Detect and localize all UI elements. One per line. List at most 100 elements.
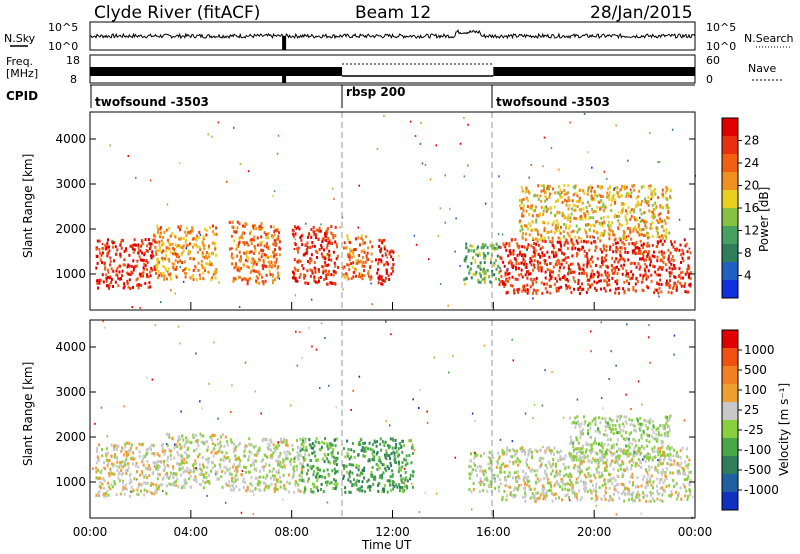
data-cell — [516, 244, 519, 248]
data-cell — [153, 234, 156, 238]
data-cell — [382, 279, 385, 283]
data-cell — [484, 269, 487, 273]
data-cell — [361, 277, 364, 281]
data-cell — [110, 462, 113, 466]
data-cell — [268, 269, 271, 273]
data-cell — [376, 148, 379, 150]
data-cell — [537, 269, 540, 273]
data-cell — [312, 225, 315, 229]
data-cell — [335, 483, 338, 487]
data-cell — [638, 233, 641, 237]
data-cell — [661, 461, 664, 465]
data-cell — [642, 234, 645, 237]
data-cell — [607, 187, 609, 191]
data-cell — [317, 476, 320, 480]
data-cell — [520, 254, 523, 258]
data-cell — [533, 277, 536, 281]
data-cell — [656, 449, 659, 453]
data-cell — [363, 264, 366, 268]
data-cell — [299, 453, 301, 457]
data-cell — [620, 246, 623, 250]
data-cell — [356, 487, 359, 491]
data-cell — [601, 221, 604, 225]
data-cell — [550, 241, 553, 244]
data-cell — [531, 255, 534, 259]
data-cell — [681, 248, 684, 252]
data-cell — [525, 209, 528, 213]
data-cell — [617, 219, 620, 223]
data-cell — [582, 432, 585, 436]
data-cell — [534, 237, 537, 241]
data-cell — [653, 215, 656, 219]
data-cell — [676, 453, 679, 457]
data-cell — [573, 270, 576, 274]
data-cell — [675, 454, 677, 458]
data-cell — [537, 480, 540, 483]
data-cell — [258, 446, 261, 450]
data-cell — [256, 261, 259, 264]
data-cell — [594, 420, 597, 424]
data-cell — [623, 415, 626, 419]
data-cell — [219, 444, 222, 448]
data-cell — [558, 471, 561, 475]
data-cell — [346, 454, 349, 458]
data-cell — [628, 418, 631, 422]
data-cell — [248, 442, 251, 446]
data-cell — [580, 209, 583, 213]
data-cell — [183, 461, 186, 465]
data-cell — [166, 203, 169, 206]
data-cell — [255, 262, 258, 266]
data-cell — [381, 489, 384, 493]
data-cell — [133, 243, 136, 247]
data-cell — [614, 457, 617, 461]
data-cell — [294, 279, 297, 283]
data-cell — [376, 450, 379, 454]
data-cell — [230, 472, 233, 476]
data-cell — [606, 438, 609, 442]
data-cell — [174, 259, 177, 263]
data-cell — [625, 451, 628, 455]
data-cell — [224, 435, 227, 439]
data-cell — [527, 272, 530, 276]
data-cell — [392, 263, 395, 267]
data-cell — [562, 235, 565, 238]
data-cell — [608, 191, 611, 195]
data-cell — [214, 451, 217, 455]
data-cell — [345, 272, 348, 276]
data-cell — [663, 479, 666, 482]
data-cell — [641, 422, 644, 426]
data-cell — [255, 275, 258, 278]
data-cell — [233, 266, 236, 270]
data-cell — [534, 253, 537, 256]
data-cell — [656, 437, 659, 440]
data-cell — [408, 454, 411, 457]
data-cell — [657, 221, 660, 225]
data-cell — [181, 246, 184, 249]
data-cell — [567, 270, 570, 273]
data-cell — [303, 479, 306, 483]
data-cell — [200, 259, 203, 263]
data-cell — [474, 468, 477, 472]
data-cell — [649, 263, 651, 267]
data-cell — [552, 250, 554, 254]
data-cell — [501, 280, 504, 283]
data-cell — [616, 474, 619, 478]
data-cell — [501, 498, 504, 502]
data-cell — [152, 238, 155, 242]
data-cell — [160, 274, 163, 278]
data-cell — [638, 439, 641, 442]
data-cell — [378, 261, 380, 264]
data-cell — [520, 206, 523, 210]
data-cell — [198, 230, 201, 234]
data-cell — [606, 265, 609, 269]
data-cell — [412, 474, 415, 478]
data-cell — [516, 488, 519, 492]
data-cell — [652, 208, 655, 212]
data-cell — [96, 455, 99, 459]
data-cell — [671, 128, 674, 131]
data-cell — [669, 414, 672, 418]
data-cell — [121, 274, 123, 278]
data-cell — [614, 427, 617, 431]
data-cell — [260, 255, 263, 259]
data-cell — [150, 254, 152, 258]
